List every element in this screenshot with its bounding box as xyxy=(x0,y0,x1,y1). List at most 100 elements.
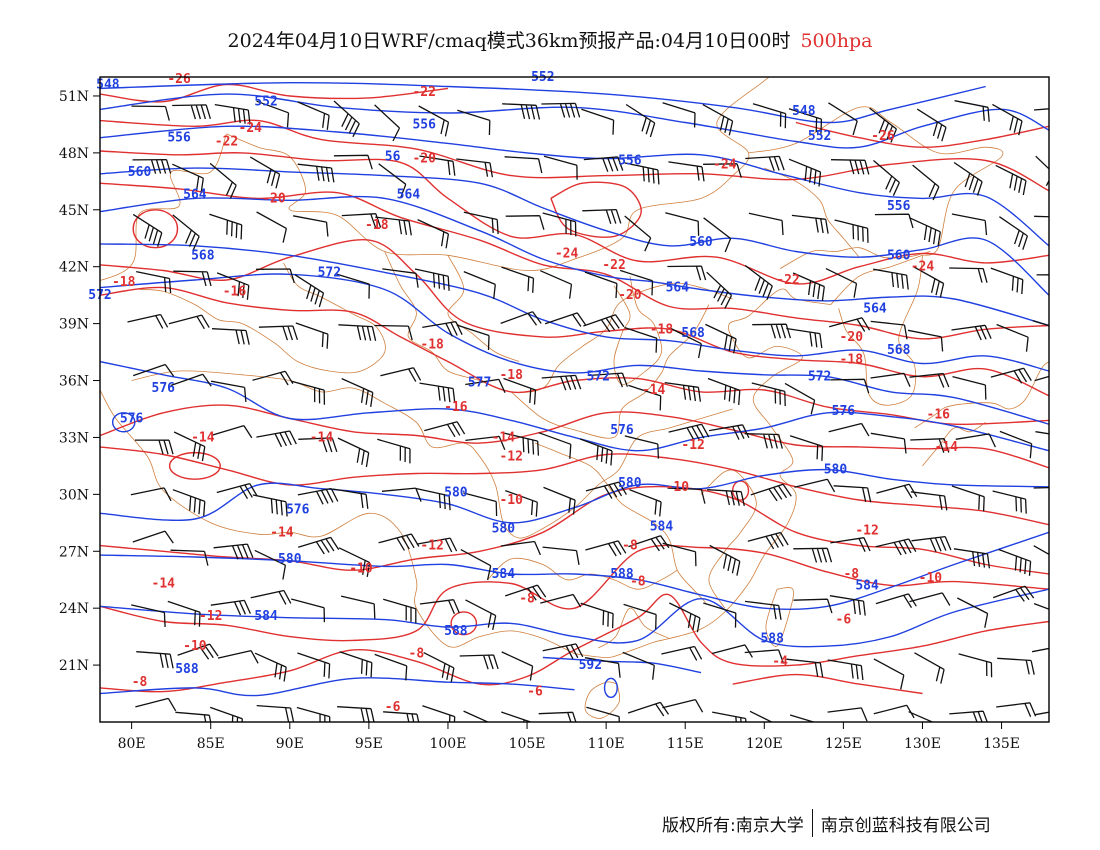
wind-barb xyxy=(708,424,750,440)
y-tick-label: 21N xyxy=(59,658,89,674)
x-tick-label: 130E xyxy=(904,736,941,752)
boundary-line xyxy=(838,255,923,406)
wind-barb xyxy=(830,537,871,552)
temperature-label: -18 xyxy=(840,353,864,368)
wind-barb xyxy=(914,652,945,684)
wind-barb xyxy=(175,711,212,722)
wind-barb xyxy=(172,163,204,193)
wind-barb xyxy=(869,107,898,143)
temperature-contour xyxy=(100,446,1049,526)
wind-barb xyxy=(669,602,701,633)
wind-barb xyxy=(375,216,412,236)
wind-barb xyxy=(992,585,1035,602)
wind-barb xyxy=(909,372,950,388)
wind-barb xyxy=(583,156,624,172)
wind-barb xyxy=(252,494,288,517)
owner-company: 南京创蓝科技有限公司 xyxy=(820,815,991,836)
wind-barb xyxy=(875,593,917,608)
wind-barb xyxy=(794,478,836,493)
temperature-contour xyxy=(100,119,1049,192)
wind-barb xyxy=(581,108,615,135)
wind-barb xyxy=(374,653,408,681)
temperature-contour xyxy=(100,83,449,103)
height-label: 588 xyxy=(175,662,199,677)
x-tick-label: 115E xyxy=(667,736,704,752)
height-label: 584 xyxy=(254,609,278,624)
wind-barb xyxy=(793,547,833,563)
temperature-label: -12 xyxy=(855,523,878,538)
temperature-label: -26 xyxy=(167,72,191,87)
wind-barb xyxy=(707,489,745,507)
temperature-label: -4 xyxy=(772,654,788,669)
wind-barb xyxy=(588,372,629,388)
wind-barb xyxy=(958,653,993,678)
wind-barb xyxy=(910,491,948,511)
temperature-label: -16 xyxy=(927,408,951,423)
wind-barb xyxy=(249,156,281,189)
wind-barb xyxy=(670,327,702,359)
wind-barb xyxy=(744,264,773,300)
wind-barb xyxy=(870,320,908,340)
height-label: 568 xyxy=(681,326,705,341)
wind-barb xyxy=(505,215,545,230)
wind-barb xyxy=(541,374,582,391)
wind-barb xyxy=(1033,486,1049,489)
wind-barb xyxy=(751,382,786,407)
wind-barb xyxy=(418,105,450,137)
wind-barb xyxy=(415,487,451,511)
height-label: 556 xyxy=(618,153,642,168)
wind-barb xyxy=(422,320,463,337)
wind-barb xyxy=(789,435,824,461)
x-tick-label: 80E xyxy=(118,736,146,752)
wind-barb xyxy=(542,643,584,660)
temperature-label: -10 xyxy=(349,561,373,576)
wind-barb xyxy=(624,215,652,252)
temperature-label: -20 xyxy=(262,191,286,206)
temperature-label: -24 xyxy=(911,260,935,275)
height-label: 564 xyxy=(863,301,887,316)
wind-barb xyxy=(951,213,988,236)
wind-barb xyxy=(825,268,858,298)
wind-barb xyxy=(338,324,377,341)
temperature-contours xyxy=(100,83,1049,695)
temperature-label: -6 xyxy=(836,613,852,628)
wind-barb xyxy=(132,158,172,174)
wind-barb xyxy=(711,644,753,658)
wind-barb xyxy=(953,161,983,196)
owner-nju: 南京大学 xyxy=(735,815,804,836)
temperature-contour xyxy=(100,593,1049,693)
wind-barb xyxy=(419,155,456,176)
height-label: 576 xyxy=(120,411,144,426)
wind-barb xyxy=(258,325,299,341)
temperature-label: -18 xyxy=(365,218,389,233)
wind-barb xyxy=(668,161,705,182)
temperature-label: -22 xyxy=(776,273,799,288)
y-tick-label: 36N xyxy=(59,374,89,390)
wind-barb xyxy=(457,109,491,136)
temperature-label: -10 xyxy=(183,639,207,654)
x-tick-label: 105E xyxy=(509,736,546,752)
wind-barb xyxy=(172,104,212,120)
wind-barb xyxy=(584,657,621,678)
temperature-contour xyxy=(450,611,478,636)
wind-barb xyxy=(504,584,547,601)
wind-barb xyxy=(834,219,869,243)
wind-barb xyxy=(793,598,833,614)
wind-barb xyxy=(1033,108,1049,111)
height-label: 577 xyxy=(468,375,491,390)
wind-barb xyxy=(332,488,369,509)
wind-barb xyxy=(337,706,375,722)
wind-barb xyxy=(173,270,212,287)
wind-barb xyxy=(584,271,618,299)
wind-barb xyxy=(381,487,422,502)
height-label: 580 xyxy=(278,552,302,567)
wind-barb xyxy=(662,102,696,128)
wind-barb xyxy=(1034,375,1049,382)
height-label: 576 xyxy=(832,404,856,419)
x-tick-label: 90E xyxy=(276,736,304,752)
wind-barb xyxy=(540,270,573,299)
wind-barb xyxy=(788,108,823,134)
wind-barb xyxy=(500,540,541,556)
wind-barb xyxy=(830,378,870,394)
height-label: 576 xyxy=(286,503,310,518)
